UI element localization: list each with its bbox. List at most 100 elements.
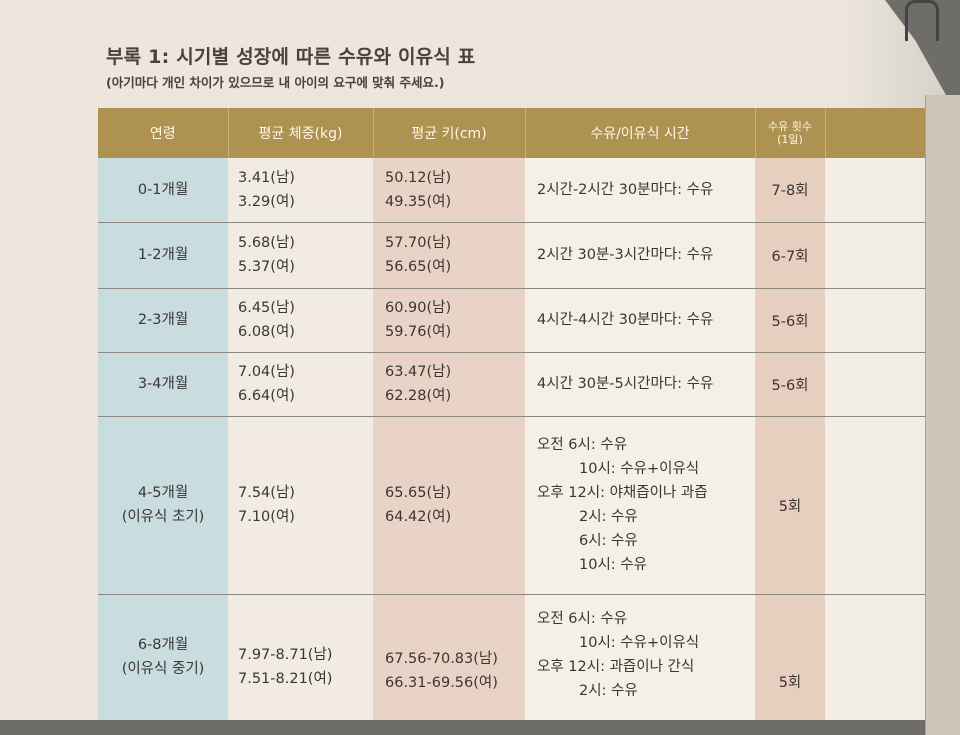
cell-count: 7-8회 <box>755 158 825 223</box>
weight-female: 7.51-8.21(여) <box>238 670 333 687</box>
schedule-line: 10시: 수유+이유식 <box>579 461 700 477</box>
weight-female: 6.08(여) <box>238 324 295 340</box>
cell-age: 6-8개월 (이유식 중기) <box>98 594 228 720</box>
cell-age: 4-5개월 (이유식 초기) <box>98 416 228 595</box>
weight-female: 5.37(여) <box>238 259 295 275</box>
table-row: 3-4개월 7.04(남) 6.64(여) 63.47(남) 62.28(여) 4시… <box>98 352 933 417</box>
cell-schedule: 오전 6시: 수유 10시: 수유+이유식 오후 12시: 야채즙이나 과즙 2… <box>525 416 755 595</box>
weight-male: 7.97-8.71(남) <box>238 646 333 663</box>
cell-weight: 7.97-8.71(남) 7.51-8.21(여) <box>228 594 373 720</box>
height-female: 49.35(여) <box>385 193 452 210</box>
table-row: 4-5개월 (이유식 초기) 7.54(남) 7.10(여) 65.65(남) 64.… <box>98 416 933 595</box>
cell-height: 50.12(남) 49.35(여) <box>373 158 525 223</box>
cell-height: 67.56-70.83(남) 66.31-69.56(여) <box>373 594 525 720</box>
cell-count: 6-7회 <box>755 222 825 289</box>
height-female: 59.76(여) <box>385 324 452 340</box>
page-subtitle: (아기마다 개인 차이가 있으므로 내 아이의 요구에 맞춰 주세요.) <box>106 75 445 90</box>
schedule-line: 2시: 수유 <box>579 509 638 525</box>
height-male: 50.12(남) <box>385 169 452 186</box>
cell-weight: 3.41(남) 3.29(여) <box>228 158 373 223</box>
cell-count: 5회 <box>755 594 825 720</box>
schedule-line: 오후 12시: 야채즙이나 과즙 <box>537 485 708 501</box>
cell-blank <box>825 594 933 720</box>
age-stage: (이유식 중기) <box>121 660 205 677</box>
cell-blank <box>825 352 933 417</box>
header-schedule: 수유/이유식 시간 <box>525 108 756 158</box>
age-text: 3-4개월 <box>137 376 189 392</box>
header-blank <box>825 108 934 158</box>
height-male: 60.90(남) <box>385 300 452 316</box>
height-female: 64.42(여) <box>385 509 452 525</box>
table-row: 2-3개월 6.45(남) 6.08(여) 60.90(남) 59.76(여) 4시… <box>98 288 933 353</box>
schedule-line: 6시: 수유 <box>579 533 638 549</box>
schedule-line: 오전 6시: 수유 <box>537 610 628 627</box>
cell-age: 3-4개월 <box>98 352 228 417</box>
age-text: 0-1개월 <box>137 181 189 198</box>
cell-age: 1-2개월 <box>98 222 228 289</box>
weight-male: 6.45(남) <box>238 300 295 316</box>
cell-age: 0-1개월 <box>98 158 228 223</box>
cell-blank <box>825 158 933 223</box>
cell-weight: 7.04(남) 6.64(여) <box>228 352 373 417</box>
age-stage: (이유식 초기) <box>121 509 205 525</box>
schedule-line: 4시간-4시간 30분마다: 수유 <box>537 312 714 328</box>
table-header-row: 연령 평균 체중(kg) 평균 키(cm) 수유/이유식 시간 수유 횟수 (1… <box>98 108 934 158</box>
weight-male: 7.04(남) <box>238 364 295 380</box>
schedule-line: 오전 6시: 수유 <box>537 437 628 453</box>
cell-blank <box>825 416 933 595</box>
cell-schedule: 오전 6시: 수유 10시: 수유+이유식 오후 12시: 과즙이나 간식 2시… <box>525 594 755 720</box>
cell-blank <box>825 222 933 289</box>
age-text: 2-3개월 <box>137 312 189 328</box>
height-male: 67.56-70.83(남) <box>385 650 498 667</box>
cell-height: 60.90(남) 59.76(여) <box>373 288 525 353</box>
spiral-binding <box>905 0 939 41</box>
schedule-line: 2시: 수유 <box>579 682 638 699</box>
page-title: 부록 1: 시기별 성장에 따른 수유와 이유식 표 <box>106 46 476 68</box>
weight-male: 5.68(남) <box>238 235 295 251</box>
weight-male: 3.41(남) <box>238 169 295 186</box>
cell-height: 65.65(남) 64.42(여) <box>373 416 525 595</box>
growth-feeding-table: 연령 평균 체중(kg) 평균 키(cm) 수유/이유식 시간 수유 횟수 (1… <box>98 108 934 720</box>
cell-weight: 6.45(남) 6.08(여) <box>228 288 373 353</box>
cell-schedule: 4시간-4시간 30분마다: 수유 <box>525 288 755 353</box>
table-row: 0-1개월 3.41(남) 3.29(여) 50.12(남) 49.35(여) 2시… <box>98 158 933 223</box>
schedule-line: 10시: 수유+이유식 <box>579 634 700 651</box>
age-text: 1-2개월 <box>137 247 189 263</box>
table-row: 1-2개월 5.68(남) 5.37(여) 57.70(남) 56.65(여) 2시… <box>98 222 933 289</box>
cell-schedule: 2시간 30분-3시간마다: 수유 <box>525 222 755 289</box>
header-count-sub: (1일) <box>777 133 803 146</box>
age-text: 4-5개월 <box>137 485 189 501</box>
height-female: 66.31-69.56(여) <box>385 674 498 691</box>
cell-weight: 7.54(남) 7.10(여) <box>228 416 373 595</box>
cell-schedule: 2시간-2시간 30분마다: 수유 <box>525 158 755 223</box>
weight-male: 7.54(남) <box>238 485 295 501</box>
cell-count: 5-6회 <box>755 352 825 417</box>
schedule-line: 10시: 수유 <box>579 557 647 573</box>
height-male: 63.47(남) <box>385 364 452 380</box>
cell-blank <box>825 288 933 353</box>
cell-height: 57.70(남) 56.65(여) <box>373 222 525 289</box>
height-female: 56.65(여) <box>385 259 452 275</box>
table-row: 6-8개월 (이유식 중기) 7.97-8.71(남) 7.51-8.21(여) 6… <box>98 594 933 720</box>
height-male: 57.70(남) <box>385 235 452 251</box>
height-male: 65.65(남) <box>385 485 452 501</box>
next-page-edge <box>925 95 960 735</box>
schedule-line: 2시간 30분-3시간마다: 수유 <box>537 247 714 263</box>
cell-count: 5-6회 <box>755 288 825 353</box>
height-female: 62.28(여) <box>385 388 452 404</box>
cell-height: 63.47(남) 62.28(여) <box>373 352 525 417</box>
cell-weight: 5.68(남) 5.37(여) <box>228 222 373 289</box>
header-count-label: 수유 횟수 <box>768 120 812 133</box>
header-count: 수유 횟수 (1일) <box>755 108 826 158</box>
weight-female: 3.29(여) <box>238 193 295 210</box>
schedule-line: 4시간 30분-5시간마다: 수유 <box>537 376 714 392</box>
cell-schedule: 4시간 30분-5시간마다: 수유 <box>525 352 755 417</box>
header-age: 연령 <box>98 108 229 158</box>
weight-female: 6.64(여) <box>238 388 295 404</box>
age-text: 6-8개월 <box>137 636 189 653</box>
weight-female: 7.10(여) <box>238 509 295 525</box>
book-page: 부록 1: 시기별 성장에 따른 수유와 이유식 표 (아기마다 개인 차이가 … <box>0 0 960 720</box>
header-weight: 평균 체중(kg) <box>228 108 374 158</box>
header-height: 평균 키(cm) <box>373 108 526 158</box>
schedule-line: 오후 12시: 과즙이나 간식 <box>537 658 695 675</box>
